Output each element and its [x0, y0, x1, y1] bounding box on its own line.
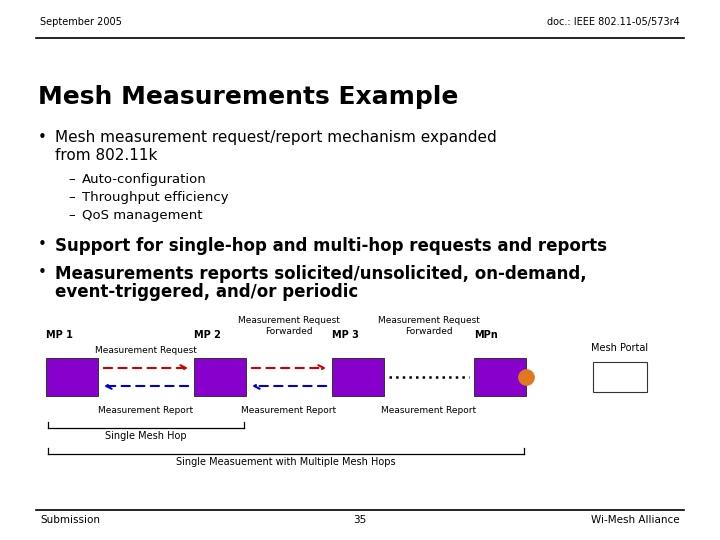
Text: –: – [68, 191, 75, 204]
Text: Submission: Submission [40, 515, 100, 525]
Text: Measurement Request
Forwarded: Measurement Request Forwarded [378, 316, 480, 336]
Text: Measurements reports solicited/unsolicited, on-demand,: Measurements reports solicited/unsolicit… [55, 265, 587, 283]
Text: Mesh Portal: Mesh Portal [591, 343, 649, 353]
FancyBboxPatch shape [46, 358, 98, 396]
Text: Single Mesh Hop: Single Mesh Hop [105, 431, 186, 441]
Text: MPn: MPn [474, 330, 498, 340]
Text: event-triggered, and/or periodic: event-triggered, and/or periodic [55, 283, 359, 301]
Text: September 2005: September 2005 [40, 17, 122, 27]
Text: Mesh Measurements Example: Mesh Measurements Example [38, 85, 459, 109]
Text: Measurement Report: Measurement Report [99, 406, 194, 415]
Text: •: • [38, 130, 47, 145]
Text: Measurement Request: Measurement Request [95, 346, 197, 355]
Text: from 802.11k: from 802.11k [55, 148, 158, 163]
FancyBboxPatch shape [474, 358, 526, 396]
Text: MP 3: MP 3 [332, 330, 359, 340]
Text: •: • [38, 265, 47, 280]
Text: Measurement Report: Measurement Report [241, 406, 336, 415]
FancyBboxPatch shape [332, 358, 384, 396]
Text: –: – [68, 173, 75, 186]
Text: 35: 35 [354, 515, 366, 525]
FancyBboxPatch shape [593, 362, 647, 392]
Text: MP 2: MP 2 [194, 330, 221, 340]
Text: Auto-configuration: Auto-configuration [82, 173, 207, 186]
Text: Throughput efficiency: Throughput efficiency [82, 191, 229, 204]
Text: Wi-Mesh Alliance: Wi-Mesh Alliance [591, 515, 680, 525]
Text: MP 1: MP 1 [46, 330, 73, 340]
FancyBboxPatch shape [194, 358, 246, 396]
Text: doc.: IEEE 802.11-05/573r4: doc.: IEEE 802.11-05/573r4 [547, 17, 680, 27]
Text: Support for single-hop and multi-hop requests and reports: Support for single-hop and multi-hop req… [55, 237, 607, 255]
Text: Mesh measurement request/report mechanism expanded: Mesh measurement request/report mechanis… [55, 130, 497, 145]
Text: •: • [38, 237, 47, 252]
Text: QoS management: QoS management [82, 209, 202, 222]
Text: Measurement Report: Measurement Report [382, 406, 477, 415]
Text: –: – [68, 209, 75, 222]
Text: Measurement Request
Forwarded: Measurement Request Forwarded [238, 316, 340, 336]
Text: Single Measuement with Multiple Mesh Hops: Single Measuement with Multiple Mesh Hop… [176, 457, 396, 467]
